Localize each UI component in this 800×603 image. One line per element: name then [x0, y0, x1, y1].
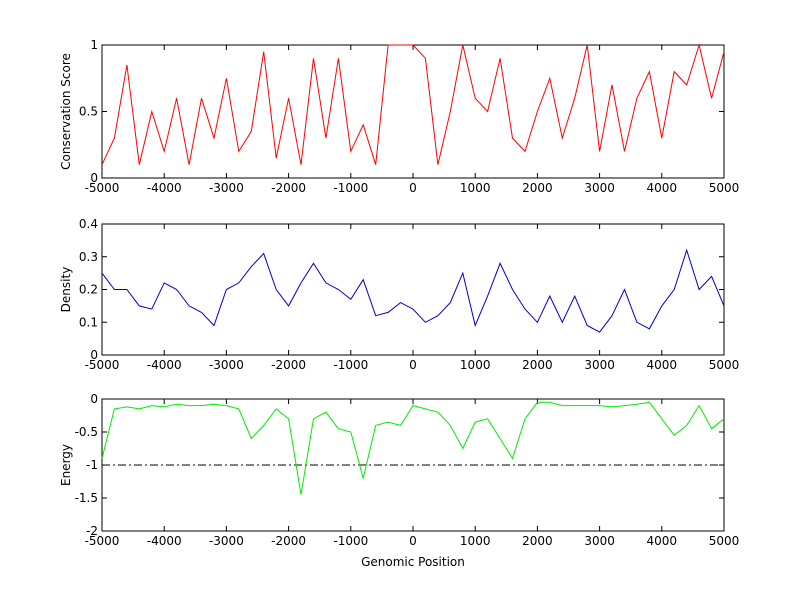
x-tick-label: -5000 [85, 181, 120, 195]
x-tick-label: 2000 [522, 358, 553, 372]
x-tick-label: 3000 [584, 358, 615, 372]
x-tick-label: -1000 [333, 358, 368, 372]
x-tick-label: 5000 [709, 181, 740, 195]
plot-area [101, 223, 725, 356]
x-tick-label: -2000 [271, 181, 306, 195]
x-tick-label: 1000 [460, 358, 491, 372]
x-tick-label: 0 [409, 358, 417, 372]
y-tick-label: -1.5 [75, 491, 98, 505]
y-axis-label: Conservation Score [59, 53, 73, 170]
data-line [101, 401, 725, 495]
y-tick-label: 1 [90, 38, 98, 52]
x-tick-label: -5000 [85, 358, 120, 372]
x-tick-label: 1000 [460, 181, 491, 195]
x-tick-label: -4000 [147, 534, 182, 548]
x-tick-label: -2000 [271, 534, 306, 548]
x-tick-label: 0 [409, 534, 417, 548]
data-line [101, 43, 725, 165]
data-line [101, 248, 725, 333]
x-tick-label: 2000 [522, 534, 553, 548]
x-tick-label: 2000 [522, 181, 553, 195]
x-tick-label: 3000 [584, 534, 615, 548]
y-tick-label: -0.5 [75, 425, 98, 439]
x-tick-label: 4000 [647, 358, 678, 372]
y-tick-label: 0.1 [79, 315, 98, 329]
x-tick-label: 0 [409, 181, 417, 195]
x-tick-label: -3000 [209, 181, 244, 195]
x-tick-label: -1000 [333, 534, 368, 548]
y-tick-label: 0.4 [79, 217, 98, 231]
y-tick-label: 0 [90, 171, 98, 185]
y-tick-label: 0.3 [79, 250, 98, 264]
x-tick-label: 3000 [584, 181, 615, 195]
x-tick-label: 4000 [647, 181, 678, 195]
x-tick-label: 1000 [460, 534, 491, 548]
y-tick-label: -1 [86, 458, 98, 472]
y-tick-label: 0.5 [79, 105, 98, 119]
x-tick-label: -4000 [147, 181, 182, 195]
x-tick-label: -1000 [333, 181, 368, 195]
plot-area [101, 44, 725, 179]
x-tick-label: 5000 [709, 534, 740, 548]
x-axis-label: Genomic Position [361, 555, 465, 569]
x-tick-label: -2000 [271, 358, 306, 372]
x-tick-label: 4000 [647, 534, 678, 548]
y-tick-label: 0.2 [79, 283, 98, 297]
x-tick-label: -4000 [147, 358, 182, 372]
x-tick-label: -5000 [85, 534, 120, 548]
x-tick-label: -3000 [209, 534, 244, 548]
y-tick-label: 0 [90, 392, 98, 406]
y-tick-label: -2 [86, 524, 98, 538]
x-tick-label: -3000 [209, 358, 244, 372]
y-axis-label: Density [59, 267, 73, 313]
x-tick-label: 5000 [709, 358, 740, 372]
y-tick-label: 0 [90, 348, 98, 362]
y-axis-label: Energy [59, 444, 73, 486]
